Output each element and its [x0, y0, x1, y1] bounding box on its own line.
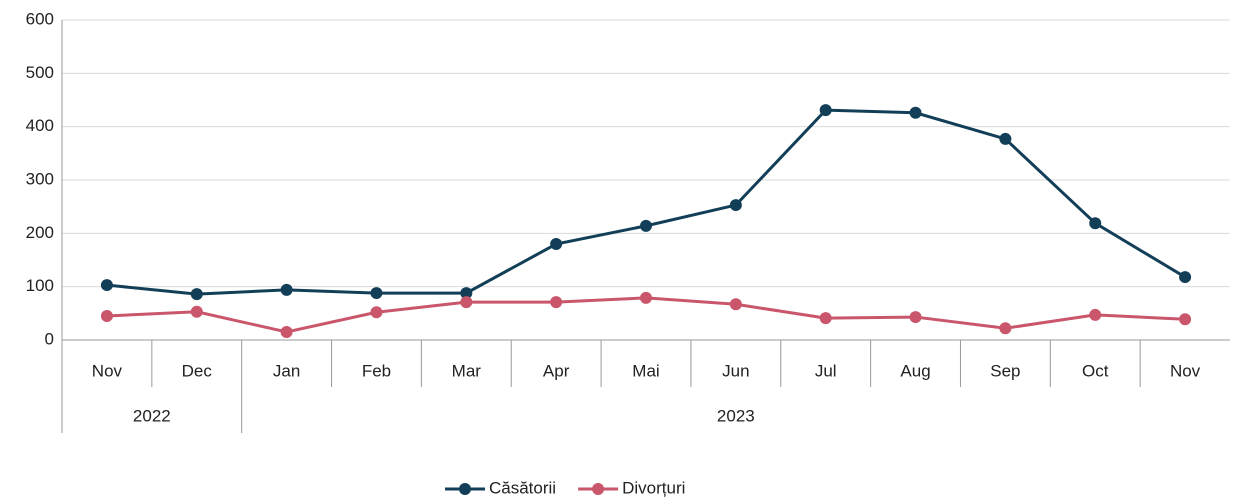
data-point [999, 132, 1012, 145]
series-line [106, 108, 1186, 296]
data-point [1089, 308, 1102, 321]
x-tick-label: Nov [1170, 361, 1201, 380]
data-point [100, 310, 113, 322]
data-point [100, 279, 113, 292]
data-point [280, 283, 293, 296]
data-point [819, 104, 832, 117]
x-tick-label: Aug [900, 361, 930, 380]
data-point [550, 238, 563, 250]
x-group-label: 2023 [717, 406, 755, 425]
data-point [999, 322, 1012, 335]
data-point [190, 305, 203, 318]
data-point [280, 326, 293, 338]
y-tick-label: 100 [26, 276, 54, 295]
data-point [729, 298, 742, 311]
x-tick-label: Feb [362, 361, 391, 380]
data-point [640, 219, 652, 232]
legend-marker [459, 483, 471, 495]
legend-label: Divorțuri [622, 478, 685, 497]
data-point [1179, 271, 1192, 284]
y-tick-label: 0 [45, 329, 54, 348]
x-tick-label: Nov [92, 361, 123, 380]
x-tick-label: Apr [543, 361, 570, 380]
data-point [550, 296, 563, 309]
data-point [909, 311, 922, 324]
x-tick-label: Jan [273, 361, 300, 380]
data-point [640, 291, 652, 304]
y-tick-label: 300 [26, 169, 54, 188]
x-tick-label: Oct [1082, 361, 1109, 380]
y-tick-label: 200 [26, 223, 54, 242]
data-point [1179, 313, 1192, 326]
data-point [460, 287, 473, 300]
data-point [819, 312, 832, 325]
x-tick-label: Mai [632, 361, 659, 380]
legend-label: Căsătorii [489, 478, 556, 497]
data-point [1089, 217, 1102, 230]
legend-marker [592, 483, 605, 495]
x-group-label: 2022 [133, 406, 171, 425]
x-tick-label: Dec [182, 361, 213, 380]
data-point [370, 306, 383, 319]
y-tick-label: 600 [26, 9, 54, 28]
y-tick-label: 500 [26, 63, 54, 82]
x-tick-label: Jun [722, 361, 749, 380]
data-point [460, 296, 473, 309]
data-point [190, 288, 203, 301]
data-point [909, 106, 922, 119]
data-point [370, 287, 383, 300]
x-tick-label: Mar [452, 361, 482, 380]
x-tick-label: Sep [990, 361, 1020, 380]
data-point [729, 199, 742, 212]
x-tick-label: Jul [815, 361, 837, 380]
y-tick-label: 400 [26, 116, 54, 135]
